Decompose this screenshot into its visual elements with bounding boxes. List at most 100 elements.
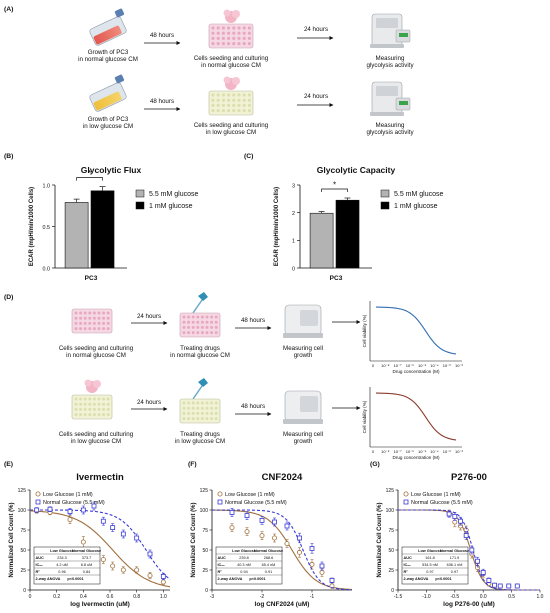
- stats-cell: R²: [36, 570, 41, 574]
- well: [242, 98, 246, 102]
- legend-marker: [403, 499, 409, 505]
- data-point: [67, 509, 73, 515]
- well: [83, 321, 87, 325]
- stats-header: Low Glucose: [50, 549, 74, 553]
- stats-cell: 2-way ANOVA: [36, 577, 61, 581]
- x-tick-label: -1.0: [422, 594, 431, 600]
- well: [191, 417, 195, 421]
- stats-cell: 0.91: [265, 570, 272, 574]
- well: [182, 406, 186, 410]
- panel-a-row1: Growth of PC3 in normal glucose CM 48 ho…: [78, 8, 414, 69]
- x-tick-label: 0.5: [508, 594, 515, 600]
- d2-step1-line2: in low glucose CM: [71, 438, 121, 445]
- data-point: [229, 525, 235, 531]
- data-point: [229, 509, 235, 515]
- well: [211, 109, 215, 113]
- well: [205, 320, 209, 324]
- stats-cell: 234.3: [57, 556, 67, 560]
- well: [227, 26, 231, 30]
- well: [247, 42, 251, 46]
- data-point: [160, 579, 166, 585]
- data-point: [80, 539, 86, 545]
- data-point: [446, 511, 452, 517]
- well: [221, 36, 225, 41]
- x-tick-label: 10⁻⁵: [418, 363, 427, 368]
- well: [216, 31, 220, 35]
- data-point: [506, 583, 512, 589]
- well: [74, 413, 78, 417]
- data-point: [120, 567, 126, 573]
- stats-cell: 171.9: [450, 556, 460, 560]
- panel-label-g: (G): [370, 461, 380, 468]
- legend-label: Normal Glucose (5.5 mM): [43, 500, 105, 506]
- well: [205, 406, 209, 410]
- y-tick-label: 2: [292, 211, 295, 217]
- well: [187, 401, 191, 405]
- stats-cell: R²: [218, 570, 223, 574]
- x-tick-label: 0.0: [480, 594, 487, 600]
- y-tick-label: 125: [18, 488, 27, 494]
- well: [247, 93, 251, 97]
- data-point: [259, 518, 265, 523]
- legend-swatch: [380, 201, 390, 210]
- data-point: [120, 531, 126, 537]
- well: [247, 98, 251, 102]
- well: [79, 316, 83, 320]
- data-point: [244, 513, 250, 518]
- x-tick-label: 10⁻³: [443, 363, 452, 368]
- well: [247, 109, 251, 113]
- cell-imager-icon: [283, 390, 323, 424]
- analyzer-icon: [370, 81, 411, 116]
- well: [182, 315, 186, 319]
- d1-step3-line2: growth: [294, 352, 313, 359]
- well: [216, 103, 220, 107]
- data-point: [34, 507, 40, 513]
- y-axis-label: Normalized Cell Count (%): [191, 502, 197, 577]
- d2-step2-line2: in low glucose CM: [175, 438, 225, 445]
- data-point: [497, 583, 503, 589]
- panel-label-f: (F): [188, 461, 197, 468]
- panel-d-row1: Cells seeding and culturing in normal gl…: [59, 292, 464, 374]
- x-axis-label: PC3: [330, 275, 343, 282]
- well: [214, 401, 218, 405]
- well: [242, 93, 246, 97]
- y-axis-label: Cell viability (%): [362, 400, 367, 433]
- y-tick-label: 0.5: [43, 225, 51, 231]
- stats-cell: p<0.0001: [249, 577, 265, 581]
- stats-cell: 4.2 uM: [56, 563, 68, 567]
- x-tick-label: 10⁻²: [455, 449, 464, 454]
- mini-viability-chart: Cell viability (%) 0 10⁻⁸ 10⁻⁷ 10⁻⁶ 10⁻⁵ 10⁻⁴ 1…: [362, 301, 464, 374]
- well: [196, 315, 200, 319]
- data-point: [134, 535, 140, 541]
- x-tick-label: 1.0: [537, 594, 544, 600]
- well: [211, 42, 215, 46]
- well: [83, 397, 87, 401]
- well: [237, 26, 241, 30]
- well: [92, 413, 96, 417]
- y-tick-label: 25: [20, 568, 26, 574]
- legend-marker: [35, 499, 41, 505]
- well: [191, 325, 195, 329]
- well: [214, 406, 218, 410]
- well: [74, 397, 78, 401]
- data-point: [134, 567, 140, 573]
- well: [242, 31, 246, 35]
- stats-cell: IC₅₀: [404, 563, 412, 567]
- well: [196, 417, 200, 421]
- d1-step3-line1: Measuring cell: [283, 345, 323, 352]
- panel-label-e: (E): [4, 461, 13, 468]
- x-tick-label: 1.0: [160, 594, 167, 600]
- well: [200, 325, 204, 329]
- well: [97, 311, 101, 315]
- stats-cell: AUC: [218, 556, 226, 560]
- chart-title: Glycolytic Flux: [81, 165, 142, 175]
- well: [88, 311, 92, 315]
- well: [196, 406, 200, 410]
- legend-label: 5.5 mM glucose: [149, 191, 199, 198]
- well: [106, 397, 110, 401]
- y-axis-label: ECAR (mpH/min/1000 Cells): [29, 187, 35, 266]
- significance-star: *: [333, 181, 336, 190]
- well: [200, 417, 204, 421]
- data-point: [475, 558, 480, 564]
- well: [211, 31, 215, 35]
